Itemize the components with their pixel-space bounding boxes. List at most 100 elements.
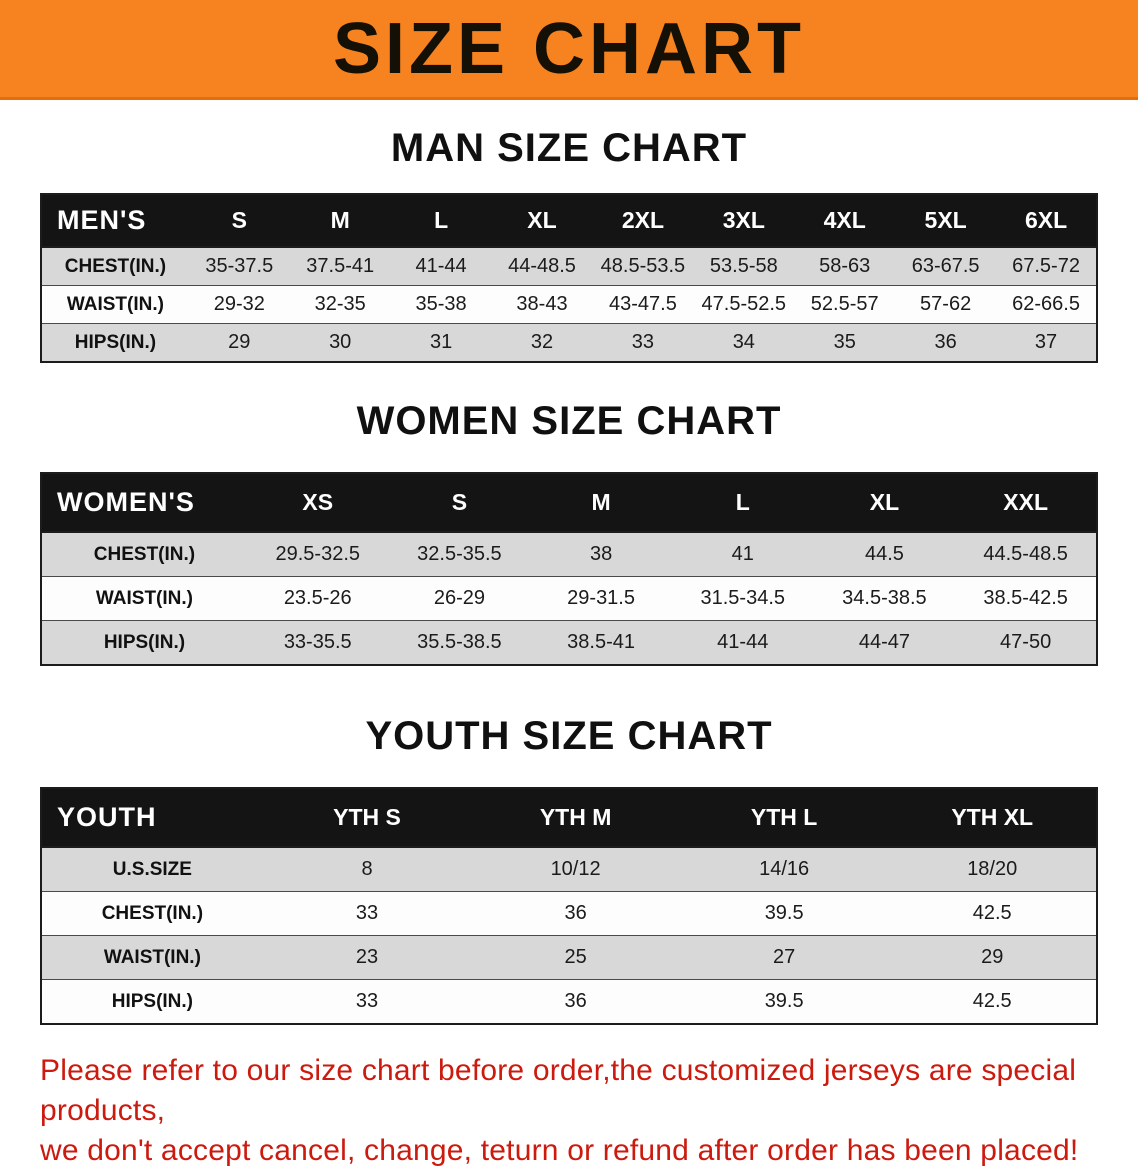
measurement-cell: 35.5-38.5 bbox=[417, 631, 502, 653]
measurement-cell: 38 bbox=[589, 543, 613, 565]
row-label-cell: CHEST(IN.) bbox=[64, 255, 167, 277]
measurement-cell: 41-44 bbox=[717, 631, 769, 653]
youth-size-table: YOUTH YTH S YTH M YTH L YTH XL U.S.SIZE 8 10/12… bbox=[40, 787, 1098, 1025]
measurement-cell: 31 bbox=[429, 331, 453, 353]
measurement-cell: 10/12 bbox=[550, 858, 601, 880]
man-size-chart-heading: MAN SIZE CHART bbox=[390, 126, 748, 170]
measurement-cell: 26-29 bbox=[433, 587, 485, 609]
measurement-cell: 29-32 bbox=[213, 293, 265, 315]
size-header-cell: 3XL bbox=[722, 207, 765, 233]
measurement-cell: 35-38 bbox=[415, 293, 467, 315]
banner-title: SIZE CHART bbox=[333, 8, 805, 89]
disclaimer-line-1: Please refer to our size chart before or… bbox=[40, 1054, 1077, 1127]
measurement-cell: 44.5-48.5 bbox=[983, 543, 1068, 565]
measurement-cell: 33 bbox=[631, 331, 655, 353]
measurement-cell: 32 bbox=[530, 331, 554, 353]
size-header-cell: YTH XL bbox=[951, 804, 1034, 830]
women-size-chart-section: WOMEN SIZE CHART WOMEN'S XS S M L XL XXL CHEST(… bbox=[0, 399, 1138, 666]
table-row: CHEST(IN.) 35-37.5 37.5-41 41-44 44-48.5 48.5… bbox=[41, 247, 1097, 286]
size-header-cell: M bbox=[591, 489, 611, 515]
measurement-cell: 23 bbox=[355, 946, 379, 968]
table-header-row: WOMEN'S XS S M L XL XXL bbox=[41, 473, 1097, 532]
row-label-cell: U.S.SIZE bbox=[112, 858, 192, 880]
table-header-row: YOUTH YTH S YTH M YTH L YTH XL bbox=[41, 788, 1097, 847]
measurement-cell: 33-35.5 bbox=[283, 631, 352, 653]
measurement-cell: 34 bbox=[732, 331, 755, 353]
measurement-cell: 33 bbox=[355, 902, 379, 924]
measurement-cell: 44.5 bbox=[864, 543, 904, 565]
measurement-cell: 29 bbox=[228, 331, 251, 353]
size-header-cell: M bbox=[330, 207, 350, 233]
mens-size-table: MEN'S S M L XL 2XL 3XL 4XL 5XL 6XL CHEST(IN.) 35-37… bbox=[40, 193, 1098, 363]
measurement-cell: 58-63 bbox=[819, 255, 871, 277]
table-row: U.S.SIZE 8 10/12 14/16 18/20 bbox=[41, 847, 1097, 892]
measurement-cell: 47-50 bbox=[1000, 631, 1052, 653]
measurement-cell: 44-47 bbox=[858, 631, 910, 653]
measurement-cell: 32.5-35.5 bbox=[417, 543, 502, 565]
row-label-cell: WAIST(IN.) bbox=[66, 293, 164, 315]
measurement-cell: 37.5-41 bbox=[306, 255, 375, 277]
measurement-cell: 29-31.5 bbox=[567, 587, 635, 609]
youth-size-chart-heading: YOUTH SIZE CHART bbox=[365, 714, 773, 758]
measurement-cell: 38-43 bbox=[516, 293, 568, 315]
measurement-cell: 47.5-52.5 bbox=[701, 293, 787, 315]
size-header-cell: S bbox=[451, 489, 468, 515]
table-row: WAIST(IN.) 29-32 32-35 35-38 38-43 43-47.5 47.… bbox=[41, 285, 1097, 324]
table-title-cell: YOUTH bbox=[57, 802, 157, 832]
row-label-cell: CHEST(IN.) bbox=[93, 543, 196, 565]
measurement-cell: 41 bbox=[731, 543, 754, 565]
measurement-cell: 42.5 bbox=[972, 902, 1012, 924]
measurement-cell: 38.5-42.5 bbox=[983, 587, 1068, 609]
measurement-cell: 67.5-72 bbox=[1012, 255, 1080, 277]
measurement-cell: 32-35 bbox=[314, 293, 366, 315]
row-label-cell: HIPS(IN.) bbox=[74, 331, 157, 353]
measurement-cell: 35 bbox=[833, 331, 856, 353]
row-label-cell: WAIST(IN.) bbox=[95, 587, 193, 609]
measurement-cell: 25 bbox=[564, 946, 587, 968]
womens-size-table: WOMEN'S XS S M L XL XXL CHEST(IN.) 29.5-32.5 32.5… bbox=[40, 472, 1098, 666]
disclaimer-note: Please refer to our size chart before or… bbox=[40, 1051, 1138, 1171]
table-row: HIPS(IN.) 33 36 39.5 42.5 bbox=[41, 979, 1097, 1024]
measurement-cell: 36 bbox=[934, 331, 957, 353]
measurement-cell: 62-66.5 bbox=[1012, 293, 1080, 315]
table-title-cell: WOMEN'S bbox=[57, 487, 195, 517]
size-header-cell: L bbox=[434, 207, 449, 233]
measurement-cell: 48.5-53.5 bbox=[600, 255, 686, 277]
size-header-cell: YTH M bbox=[539, 804, 612, 830]
measurement-cell: 34.5-38.5 bbox=[842, 587, 927, 609]
size-header-cell: 6XL bbox=[1024, 207, 1068, 233]
measurement-cell: 29.5-32.5 bbox=[275, 543, 360, 565]
disclaimer-line-2: we don't accept cancel, change, teturn o… bbox=[40, 1134, 1079, 1167]
measurement-cell: 27 bbox=[773, 946, 796, 968]
measurement-cell: 36 bbox=[564, 902, 587, 924]
size-header-cell: XL bbox=[869, 489, 900, 515]
size-header-cell: YTH L bbox=[750, 804, 818, 830]
size-header-cell: YTH S bbox=[333, 804, 401, 830]
measurement-cell: 39.5 bbox=[764, 990, 804, 1012]
measurement-cell: 43-47.5 bbox=[608, 293, 677, 315]
measurement-cell: 23.5-26 bbox=[283, 587, 352, 609]
measurement-cell: 31.5-34.5 bbox=[700, 587, 786, 609]
measurement-cell: 41-44 bbox=[415, 255, 467, 277]
size-header-cell: 2XL bbox=[621, 207, 664, 233]
table-row: WAIST(IN.) 23.5-26 26-29 29-31.5 31.5-34.5 34… bbox=[41, 576, 1097, 621]
table-row: WAIST(IN.) 23 25 27 29 bbox=[41, 935, 1097, 980]
youth-size-chart-section: YOUTH SIZE CHART YOUTH YTH S YTH M YTH L YTH… bbox=[0, 714, 1138, 1025]
table-title-cell: MEN'S bbox=[57, 205, 147, 235]
measurement-cell: 33 bbox=[355, 990, 379, 1012]
man-size-chart-section: MAN SIZE CHART MEN'S S M L XL 2XL 3XL 4XL 5XL 6XL… bbox=[0, 126, 1138, 363]
measurement-cell: 8 bbox=[361, 858, 373, 880]
size-header-cell: 4XL bbox=[823, 207, 866, 233]
size-header-cell: L bbox=[735, 489, 750, 515]
size-header-cell: XS bbox=[302, 489, 334, 515]
women-size-chart-heading: WOMEN SIZE CHART bbox=[356, 399, 782, 443]
measurement-cell: 57-62 bbox=[920, 293, 972, 315]
measurement-cell: 29 bbox=[981, 946, 1004, 968]
size-header-cell: XXL bbox=[1003, 489, 1048, 515]
size-chart-banner: SIZE CHART bbox=[0, 0, 1138, 100]
row-label-cell: CHEST(IN.) bbox=[101, 902, 204, 924]
table-row: HIPS(IN.) 33-35.5 35.5-38.5 38.5-41 41-44 44-… bbox=[41, 620, 1097, 665]
measurement-cell: 53.5-58 bbox=[709, 255, 778, 277]
row-label-cell: HIPS(IN.) bbox=[103, 631, 186, 653]
size-header-cell: S bbox=[231, 207, 247, 233]
